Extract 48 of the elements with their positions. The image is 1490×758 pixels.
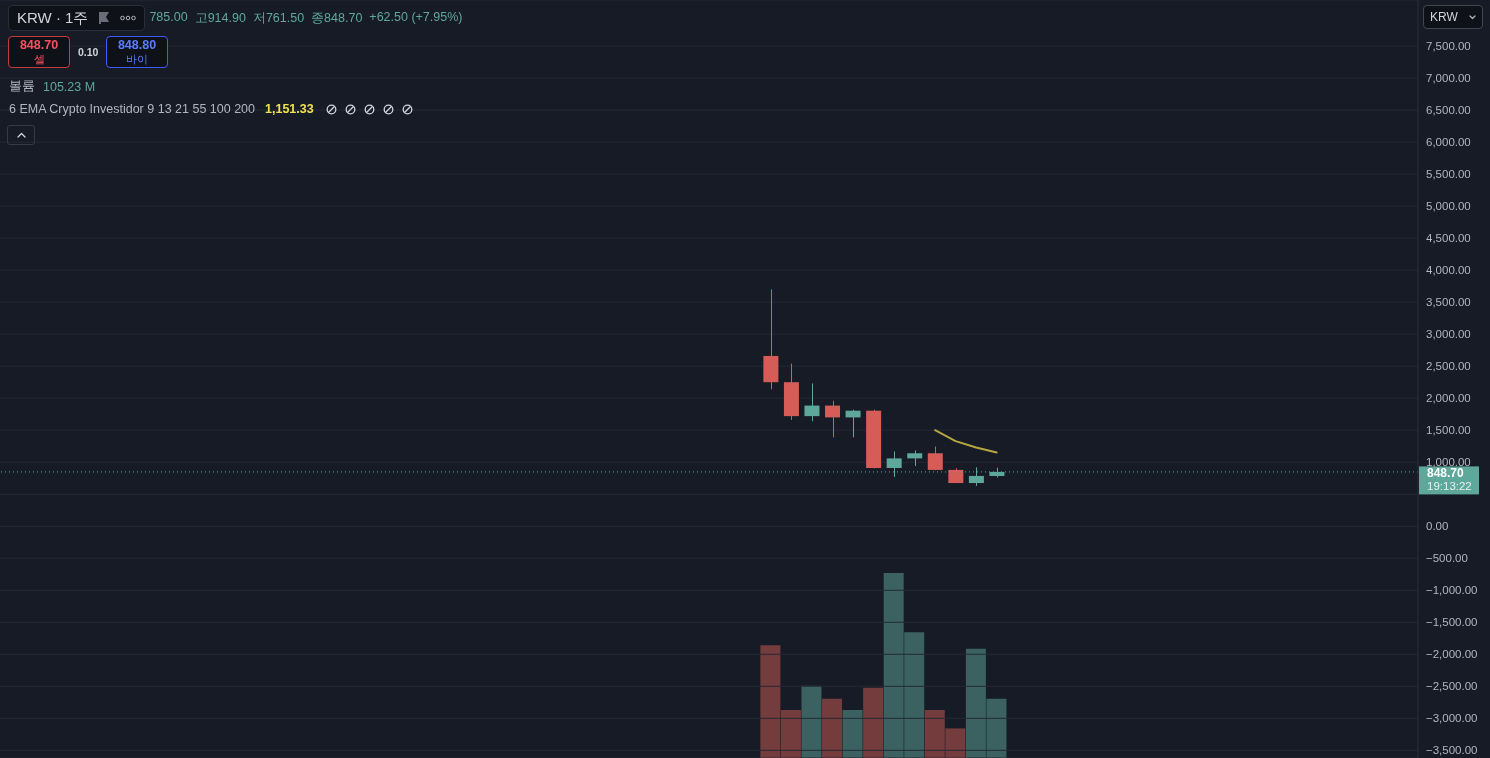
y-tick-label: 3,500.00	[1426, 296, 1471, 309]
currency-dropdown: KRW	[1423, 5, 1483, 29]
y-tick-label: 1,000.00	[1426, 456, 1471, 469]
annotation: 105.23 M	[43, 79, 96, 94]
annotation: 848.80	[117, 38, 157, 52]
annotation: +62.50 (+7.95%)	[369, 9, 463, 26]
line-series	[934, 429, 998, 454]
annotation: 1,151.33	[265, 102, 314, 116]
annotation: 6 EMA Crypto Investidor 9 13 21 55 100 200	[9, 102, 255, 116]
y-tick-label: 2,500.00	[1426, 360, 1471, 373]
y-tick-label: −3,000.00	[1426, 712, 1478, 725]
bar	[863, 687, 884, 758]
bar	[822, 698, 843, 758]
y-tick-label: 2,000.00	[1426, 392, 1471, 405]
annotation: 고914.90	[194, 9, 246, 27]
y-tick-label: −2,500.00	[1426, 680, 1478, 693]
y-tick-label: 5,500.00	[1426, 168, 1471, 181]
text: 19:13:22	[1427, 479, 1472, 492]
y-tick-label: −2,000.00	[1426, 648, 1478, 661]
y-tick-label: 4,000.00	[1426, 264, 1471, 277]
y-tick-label: 7,000.00	[1426, 72, 1471, 85]
y-tick-label: −1,500.00	[1426, 616, 1478, 629]
annotation: 저761.50	[252, 9, 305, 27]
candlestick	[804, 382, 820, 422]
annotation: 848.70	[19, 38, 59, 52]
bar	[842, 709, 863, 758]
y-tick-label: −500.00	[1426, 552, 1468, 565]
buy-button: 848.80 바이	[106, 36, 168, 68]
y-tick-label: 4,500.00	[1426, 232, 1471, 245]
annotation: 바이	[126, 52, 148, 66]
y-tick-label: 6,500.00	[1426, 104, 1471, 117]
annotation: 종848.70	[311, 9, 363, 27]
y-tick-label: 5,000.00	[1426, 200, 1471, 213]
annotation: 볼륨	[9, 78, 35, 95]
y-tick-label: 3,000.00	[1426, 328, 1471, 341]
y-tick-label: 7,500.00	[1426, 40, 1471, 53]
y-tick-label: −3,500.00	[1426, 744, 1478, 757]
annotation: 785.00	[149, 9, 188, 26]
y-tick-label: 0.00	[1426, 520, 1449, 533]
y-tick-label: 1,500.00	[1426, 424, 1471, 437]
y-tick-label: 6,000.00	[1426, 136, 1471, 149]
annotation: 셀	[33, 52, 45, 66]
annotation: 0.10	[78, 46, 99, 58]
sell-button: 848.70 셀	[8, 36, 70, 68]
title-box: KRW · 1주	[8, 5, 146, 31]
y-tick-label: −1,000.00	[1426, 584, 1478, 597]
candlestick	[825, 400, 841, 438]
bar	[801, 685, 822, 758]
